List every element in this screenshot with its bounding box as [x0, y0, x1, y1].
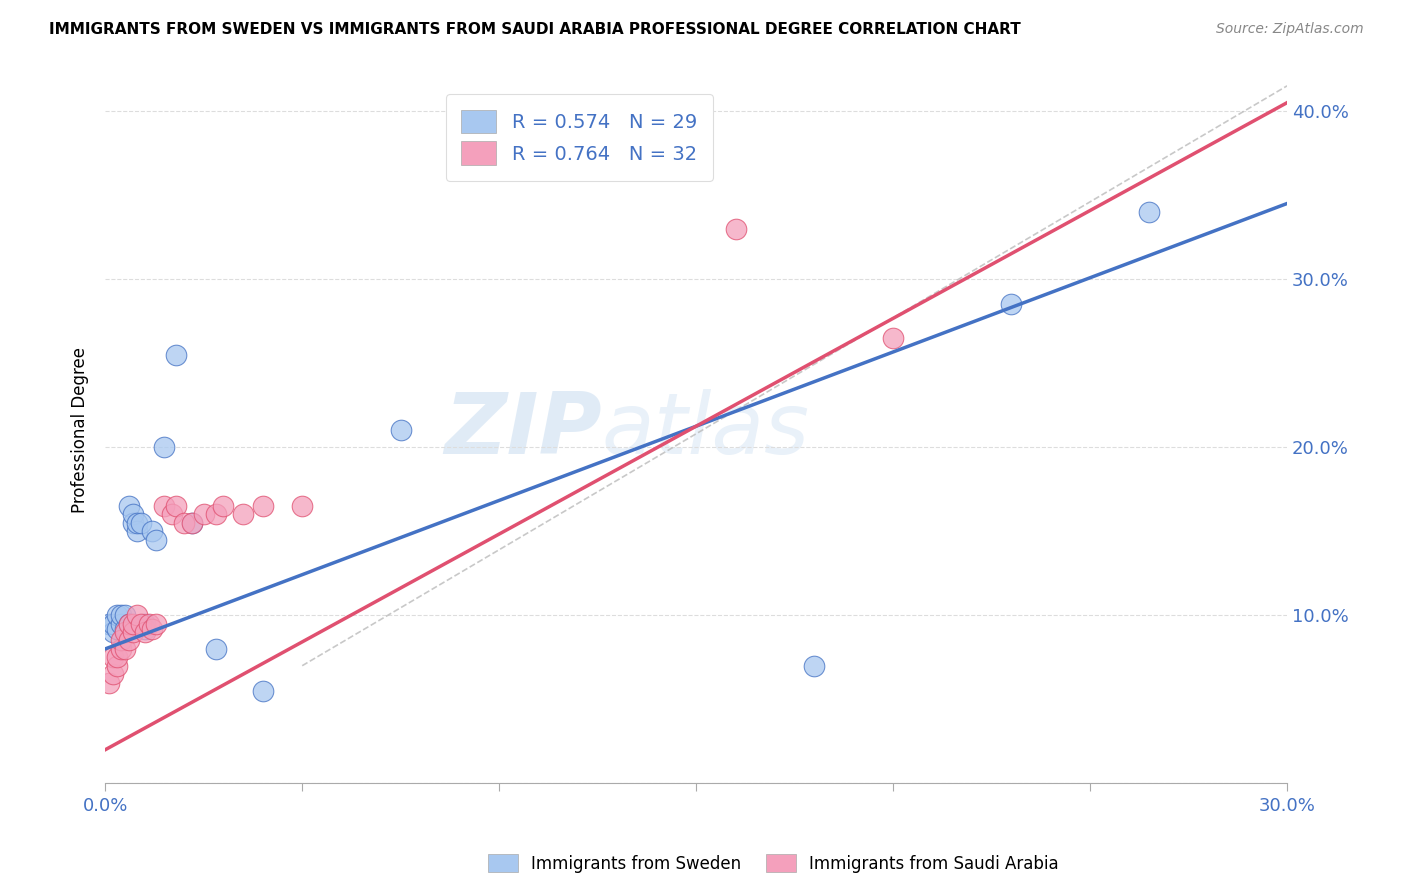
- Point: [121, 516, 143, 530]
- Point: [118, 616, 141, 631]
- Point: [118, 633, 141, 648]
- Point: [180, 516, 202, 530]
- Point: [165, 348, 187, 362]
- Point: [153, 499, 176, 513]
- Point: [125, 516, 148, 530]
- Point: [101, 667, 124, 681]
- Point: [114, 622, 136, 636]
- Point: [101, 650, 124, 665]
- Point: [173, 516, 195, 530]
- Point: [105, 650, 128, 665]
- Point: [212, 499, 235, 513]
- Point: [121, 508, 143, 522]
- Point: [98, 616, 121, 631]
- Point: [141, 622, 163, 636]
- Point: [118, 499, 141, 513]
- Point: [252, 684, 274, 698]
- Y-axis label: Professional Degree: Professional Degree: [72, 347, 89, 514]
- Point: [110, 633, 132, 648]
- Point: [101, 616, 124, 631]
- Point: [165, 499, 187, 513]
- Point: [180, 516, 202, 530]
- Point: [105, 608, 128, 623]
- Point: [129, 616, 152, 631]
- Point: [114, 608, 136, 623]
- Point: [160, 508, 183, 522]
- Point: [125, 524, 148, 539]
- Text: atlas: atlas: [602, 389, 810, 472]
- Point: [110, 641, 132, 656]
- Point: [882, 331, 904, 345]
- Point: [138, 616, 160, 631]
- Point: [101, 625, 124, 640]
- Point: [803, 658, 825, 673]
- Point: [105, 658, 128, 673]
- Point: [141, 524, 163, 539]
- Point: [389, 424, 412, 438]
- Point: [110, 616, 132, 631]
- Point: [145, 533, 167, 547]
- Point: [252, 499, 274, 513]
- Point: [118, 616, 141, 631]
- Legend: Immigrants from Sweden, Immigrants from Saudi Arabia: Immigrants from Sweden, Immigrants from …: [481, 847, 1066, 880]
- Point: [134, 622, 156, 636]
- Point: [110, 608, 132, 623]
- Point: [1137, 205, 1160, 219]
- Point: [232, 508, 254, 522]
- Point: [204, 508, 226, 522]
- Point: [153, 440, 176, 454]
- Point: [1000, 297, 1022, 311]
- Point: [129, 516, 152, 530]
- Text: IMMIGRANTS FROM SWEDEN VS IMMIGRANTS FROM SAUDI ARABIA PROFESSIONAL DEGREE CORRE: IMMIGRANTS FROM SWEDEN VS IMMIGRANTS FRO…: [49, 22, 1021, 37]
- Text: ZIP: ZIP: [444, 389, 602, 472]
- Point: [145, 616, 167, 631]
- Point: [204, 641, 226, 656]
- Point: [193, 508, 215, 522]
- Point: [121, 625, 143, 640]
- Point: [134, 616, 156, 631]
- Point: [125, 608, 148, 623]
- Point: [105, 622, 128, 636]
- Point: [114, 625, 136, 640]
- Point: [98, 675, 121, 690]
- Point: [724, 221, 747, 235]
- Point: [121, 616, 143, 631]
- Point: [291, 499, 314, 513]
- Point: [134, 625, 156, 640]
- Text: Source: ZipAtlas.com: Source: ZipAtlas.com: [1216, 22, 1364, 37]
- Legend: R = 0.574   N = 29, R = 0.764   N = 32: R = 0.574 N = 29, R = 0.764 N = 32: [446, 95, 713, 180]
- Point: [114, 641, 136, 656]
